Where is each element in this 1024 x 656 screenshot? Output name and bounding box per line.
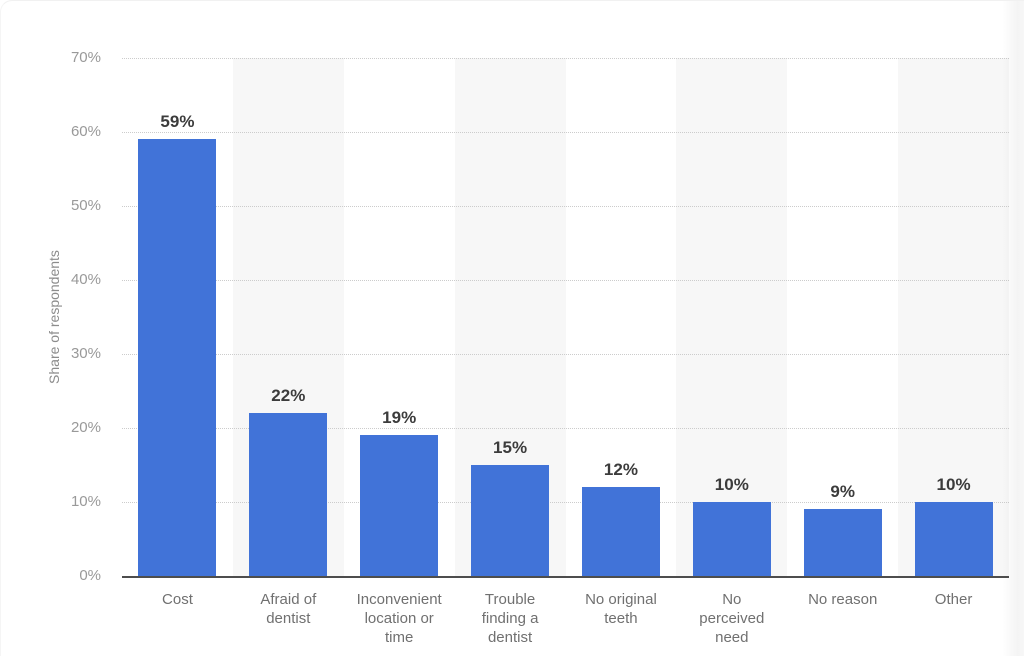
gridline — [122, 58, 1009, 59]
bar[interactable] — [581, 487, 660, 576]
plot-area: 59% 22% 19% 15% 12% 10% 9% 10% — [122, 58, 1009, 578]
x-axis-labels: Cost Afraid of dentist Inconvenient locati… — [122, 590, 1009, 652]
bar-column: 10% — [898, 58, 1009, 576]
y-axis-ticks: 70% 60% 50% 40% 30% 20% 10% 0% — [1, 49, 101, 584]
bar[interactable] — [249, 413, 328, 576]
gridline — [122, 280, 1009, 281]
bar-value-label: 10% — [714, 475, 749, 494]
bar[interactable] — [471, 465, 550, 576]
bar-column: 22% — [233, 58, 344, 576]
bar[interactable] — [914, 502, 993, 576]
bar[interactable] — [692, 502, 771, 576]
y-tick-label: 10% — [70, 493, 101, 510]
gridline — [122, 354, 1009, 355]
gridline — [122, 428, 1009, 429]
x-tick-label: Inconvenient location or time — [356, 591, 442, 646]
bar[interactable] — [138, 139, 217, 576]
x-tick-label: Cost — [162, 591, 193, 608]
gridline — [122, 206, 1009, 207]
x-tick-label: No perceived need — [699, 591, 765, 646]
bar-value-label: 15% — [493, 438, 528, 457]
bar-column: 59% — [122, 58, 233, 576]
x-label-cell: No perceived need — [676, 590, 787, 647]
bar-value-label: 19% — [382, 408, 417, 428]
x-label-cell: Afraid of dentist — [233, 590, 344, 628]
gridline — [122, 132, 1009, 133]
column-band — [676, 58, 788, 576]
x-tick-label: No original teeth — [585, 591, 657, 627]
x-label-cell: Inconvenient location or time — [344, 590, 455, 647]
y-tick-label: 40% — [70, 271, 101, 288]
bar-value-label: 10% — [936, 475, 971, 494]
bar-value-label: 12% — [603, 460, 638, 480]
x-tick-label: No reason — [808, 591, 878, 608]
y-tick-label: 20% — [70, 419, 101, 436]
x-label-cell: Other — [898, 590, 1009, 609]
y-tick-label: 60% — [70, 123, 101, 140]
x-axis-line — [122, 576, 1009, 578]
bar-value-label: 22% — [271, 386, 306, 406]
x-tick-label: Other — [934, 591, 973, 608]
bar-column: 12% — [566, 58, 677, 576]
bar-column: 19% — [344, 58, 455, 576]
bar-value-label: 9% — [830, 482, 855, 502]
x-label-cell: No reason — [787, 590, 898, 609]
x-label-cell: Cost — [122, 590, 233, 609]
bar-column: 15% — [455, 58, 566, 576]
y-tick-label: 50% — [70, 197, 101, 214]
x-label-cell: No original teeth — [566, 590, 677, 628]
bar[interactable] — [803, 509, 882, 576]
x-tick-label: Trouble finding a dentist — [481, 591, 539, 646]
bar-value-label: 59% — [160, 112, 195, 132]
bar-column: 9% — [787, 58, 898, 576]
bar[interactable] — [360, 435, 439, 576]
x-tick-label: Afraid of dentist — [260, 591, 317, 627]
bar-column: 10% — [676, 58, 787, 576]
y-tick-label: 70% — [70, 49, 101, 66]
y-tick-label: 30% — [70, 345, 101, 362]
x-label-cell: Trouble finding a dentist — [455, 590, 566, 647]
column-band — [898, 58, 1009, 576]
y-tick-label: 0% — [79, 567, 101, 584]
gridline — [122, 502, 1009, 503]
